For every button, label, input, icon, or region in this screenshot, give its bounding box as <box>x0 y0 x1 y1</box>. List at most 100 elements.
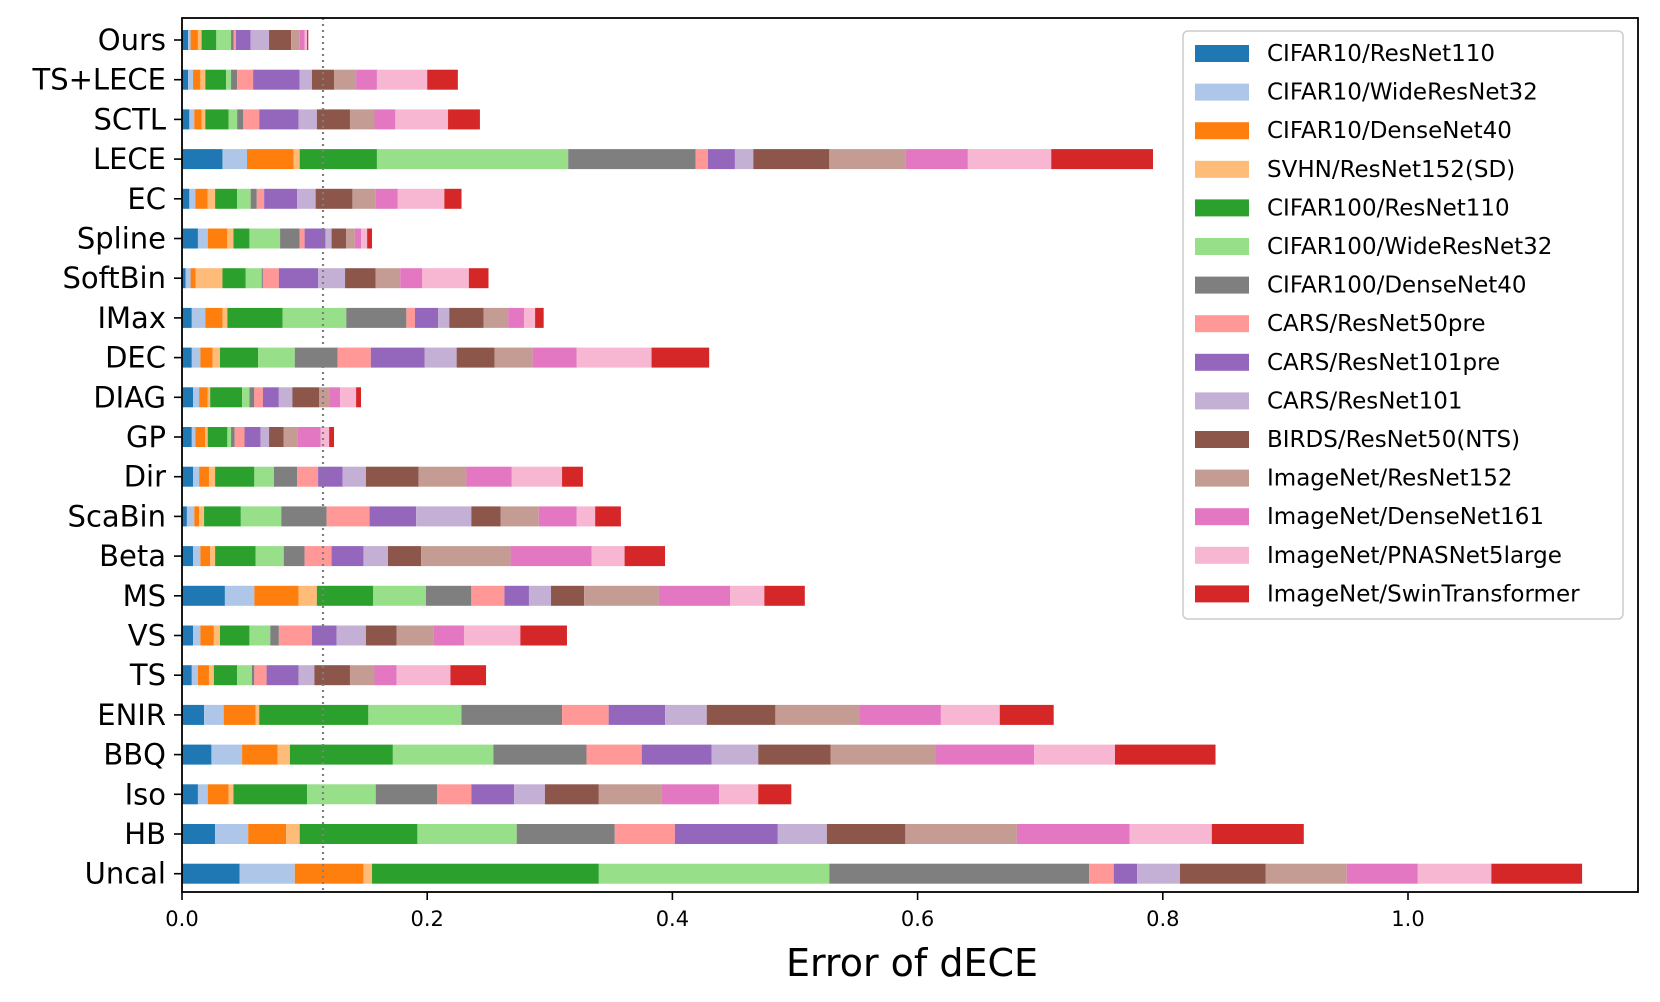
bar-gp-series-1 <box>191 427 196 447</box>
y-tick-label: Iso <box>125 777 166 811</box>
bar-dec-series-11 <box>494 347 533 368</box>
bar-ec-series-9 <box>297 188 316 209</box>
bar-sctl-series-1 <box>189 109 195 130</box>
bar-sctl-series-13 <box>395 109 449 130</box>
bar-ts-lece-series-13 <box>376 69 428 90</box>
legend-swatch <box>1195 160 1249 178</box>
bar-ours-series-8 <box>235 30 251 50</box>
bar-uncal-series-2 <box>294 863 364 884</box>
bar-beta-series-11 <box>421 546 511 567</box>
bar-spline-series-7 <box>299 228 305 249</box>
bar-ms-series-7 <box>471 585 505 606</box>
bar-iso-series-4 <box>233 784 308 805</box>
bar-scabin-series-6 <box>281 506 327 527</box>
bar-uncal-series-12 <box>1346 863 1418 884</box>
bar-scabin-series-10 <box>471 506 501 527</box>
bar-dir-series-11 <box>418 466 467 487</box>
y-tick-label: VS <box>128 619 166 653</box>
bar-uncal-series-1 <box>239 863 295 884</box>
legend-label: SVHN/ResNet152(SD) <box>1267 157 1515 183</box>
bar-imax-series-4 <box>227 307 283 328</box>
bar-bbq-series-12 <box>935 744 1035 765</box>
bar-lece-series-11 <box>829 149 906 170</box>
bar-enir-series-11 <box>775 704 860 725</box>
bar-hb-series-5 <box>417 824 517 844</box>
bar-gp-series-10 <box>269 427 284 447</box>
y-tick-label: LECE <box>93 142 166 176</box>
bar-diag-series-2 <box>199 387 208 408</box>
bar-imax-series-2 <box>205 307 223 328</box>
bar-enir-series-8 <box>608 704 666 725</box>
bar-vs-series-14 <box>520 625 567 646</box>
bar-ours-series-11 <box>291 30 300 50</box>
bar-diag-series-12 <box>329 387 341 408</box>
bar-vs-series-12 <box>433 625 464 646</box>
bar-gp-series-8 <box>244 427 261 447</box>
legend-label: CIFAR100/DenseNet40 <box>1267 273 1527 299</box>
bar-gp-series-3 <box>205 427 208 447</box>
bar-dec-series-10 <box>456 347 495 368</box>
y-tick-label: BBQ <box>103 738 166 772</box>
legend-label: ImageNet/DenseNet161 <box>1267 504 1544 530</box>
bar-softbin-series-8 <box>278 268 319 289</box>
bar-ec-series-0 <box>182 188 190 209</box>
bar-ec-series-7 <box>256 188 265 209</box>
bar-vs-series-13 <box>463 625 521 646</box>
bar-dec-series-14 <box>651 347 710 368</box>
bar-enir-series-14 <box>999 704 1054 725</box>
bar-spline-series-1 <box>197 228 208 249</box>
bar-ms-series-5 <box>373 585 426 606</box>
bar-dir-series-13 <box>511 466 563 487</box>
bar-ts-series-4 <box>213 665 238 686</box>
bar-spline-series-8 <box>304 228 326 249</box>
bar-softbin-series-4 <box>222 268 246 289</box>
bar-beta-series-5 <box>255 546 284 567</box>
bar-ms-series-9 <box>528 585 552 606</box>
bar-scabin-series-14 <box>595 506 621 527</box>
bar-beta-series-7 <box>304 546 332 567</box>
bar-ts-lece-series-11 <box>334 69 357 90</box>
x-tick-label: 0.2 <box>410 907 443 931</box>
legend-label: CARS/ResNet101 <box>1267 388 1462 414</box>
bar-ts-series-11 <box>349 665 375 686</box>
bar-dir-series-3 <box>208 466 216 487</box>
bar-iso-series-1 <box>197 784 208 805</box>
bar-lece-series-4 <box>299 149 377 170</box>
bar-sctl-series-10 <box>316 109 350 130</box>
bar-ms-series-2 <box>254 585 299 606</box>
bar-hb-series-4 <box>299 824 418 844</box>
bar-ours-series-3 <box>197 30 202 50</box>
bar-lece-series-1 <box>222 149 247 170</box>
bar-beta-series-10 <box>387 546 422 567</box>
bar-beta-series-13 <box>591 546 625 567</box>
bar-iso-series-13 <box>718 784 759 805</box>
bar-sctl-series-12 <box>374 109 396 130</box>
plot-frame <box>181 17 1639 893</box>
bar-ec-series-1 <box>189 188 196 209</box>
y-tick-label: IMax <box>97 301 166 335</box>
bar-ms-series-10 <box>551 585 585 606</box>
bar-ours-series-13 <box>304 30 308 50</box>
bar-hb-series-3 <box>286 824 300 844</box>
bar-diag-series-8 <box>262 387 279 408</box>
bar-dir-series-7 <box>297 466 319 487</box>
bar-ms-series-8 <box>504 585 529 606</box>
bar-uncal-series-11 <box>1265 863 1347 884</box>
bar-ec-series-2 <box>195 188 208 209</box>
y-tick-label: Spline <box>77 222 166 256</box>
bar-enir-series-3 <box>255 704 260 725</box>
bar-ours-series-10 <box>269 30 292 50</box>
bar-enir-series-4 <box>259 704 369 725</box>
bar-spline-series-4 <box>233 228 250 249</box>
legend-label: ImageNet/SwinTransformer <box>1267 581 1580 607</box>
bar-uncal-series-14 <box>1491 863 1583 884</box>
bar-hb-series-13 <box>1129 824 1212 844</box>
bar-dec-series-2 <box>200 347 213 368</box>
bar-vs-series-10 <box>365 625 397 646</box>
bar-iso-series-3 <box>228 784 234 805</box>
bar-spline-series-9 <box>325 228 332 249</box>
bar-sctl-series-3 <box>201 109 206 130</box>
bar-imax-series-5 <box>282 307 347 328</box>
y-tick-label: TS <box>129 658 166 692</box>
